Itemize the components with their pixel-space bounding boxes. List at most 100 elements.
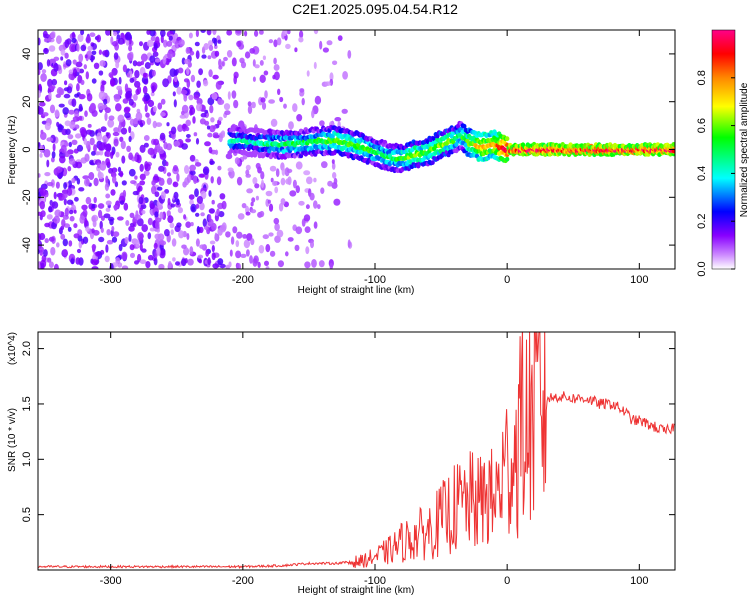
spectrogram-noise-cell (139, 163, 144, 172)
spectrogram-noise-cell (76, 83, 80, 92)
spectrogram-noise-cell (89, 32, 96, 37)
spectrogram-noise-cell (172, 257, 176, 262)
spectrogram-noise-cell (112, 175, 117, 184)
spectrogram-noise-cell (93, 62, 100, 69)
spectrogram-noise-cell (141, 210, 146, 215)
spectrogram-noise-cell (208, 214, 212, 223)
spectrogram-noise-cell (332, 172, 337, 179)
spectrogram-y-label: Frequency (Hz) (7, 116, 18, 185)
spectrogram-noise-cell (102, 50, 109, 56)
spectrogram-noise-cell (90, 54, 94, 63)
spectrogram-noise-cell (68, 69, 74, 74)
spectrogram-noise-cell (273, 39, 278, 48)
spectrogram-noise-cell (40, 210, 46, 218)
spectrogram-noise-cell (146, 117, 152, 125)
spectrogram-x-tick-label: -200 (232, 274, 254, 286)
spectrogram-noise-cell (236, 176, 243, 186)
spectrogram-noise-cell (71, 177, 76, 184)
spectrogram-noise-cell (139, 173, 146, 181)
spectrogram-noise-cell (196, 98, 203, 105)
spectrogram-noise-cell (216, 208, 220, 215)
spectrogram-noise-cell (173, 191, 179, 199)
spectrogram-noise-cell (100, 227, 104, 233)
spectrogram-noise-cell (294, 244, 300, 252)
spectrogram-noise-cell (84, 178, 90, 187)
spectrogram-noise-cell (123, 107, 130, 114)
spectrogram-noise-cell (144, 62, 151, 69)
spectrogram-noise-cell (147, 147, 155, 155)
spectrogram-noise-cell (186, 67, 190, 75)
spectrogram-noise-cell (278, 202, 284, 212)
spectrogram-noise-cell (234, 157, 240, 165)
spectrogram-noise-cell (167, 197, 171, 206)
spectrogram-noise-cell (111, 226, 115, 232)
spectrogram-noise-cell (196, 225, 200, 235)
spectrogram-noise-cell (64, 120, 71, 127)
spectrogram-noise-cell (337, 35, 343, 41)
spectrogram-noise-cell (304, 261, 311, 269)
spectrogram-noise-cell (118, 76, 122, 85)
spectrogram-noise-cell (47, 78, 53, 88)
snr-x-ticks: -300 -200 -100 0 100 (100, 332, 648, 587)
spectrogram-noise-cell (111, 236, 118, 243)
spectrogram-noise-cell (313, 177, 317, 183)
spectrogram-noise-cell (276, 37, 282, 46)
spectrogram-noise-cell (228, 261, 232, 268)
spectrogram-noise-cell (313, 221, 318, 229)
snr-x-label: Height of straight line (km) (298, 585, 415, 596)
spectrogram-noise-cell (235, 240, 240, 248)
spectrogram-noise-cell (195, 50, 200, 60)
spectrogram-noise-cell (44, 222, 51, 228)
spectrogram-noise-cell (184, 258, 188, 264)
spectrogram-noise-cell (95, 251, 101, 257)
spectrogram-noise-cell (126, 145, 131, 152)
spectrogram-noise-cell (137, 232, 144, 241)
spectrogram-ridge-cell (451, 139, 456, 145)
spectrogram-noise-cell (74, 196, 79, 202)
spectrogram-noise-cell (168, 261, 172, 269)
spectrogram-noise-cell (73, 233, 80, 239)
spectrogram-noise-cell (78, 187, 85, 192)
spectrogram-noise-cell (91, 203, 96, 209)
spectrogram-noise-cell (113, 204, 119, 210)
spectrogram-noise-cell (39, 249, 44, 256)
spectrogram-noise-cell (117, 166, 122, 173)
spectrogram-noise-cell (196, 80, 201, 88)
spectrogram-noise-cell (82, 209, 88, 218)
spectrogram-noise-cell (202, 218, 207, 228)
spectrogram-noise-cell (149, 227, 156, 232)
spectrogram-noise-cell (159, 152, 167, 160)
spectrogram-noise-cell (58, 88, 65, 96)
spectrogram-noise-cell (68, 158, 76, 165)
spectrogram-ridge-cell (462, 123, 467, 129)
spectrogram-noise-cell (264, 90, 268, 99)
spectrogram-noise-cell (78, 106, 83, 112)
spectrogram-noise-cell (115, 103, 122, 112)
spectrogram-noise-cell (46, 182, 54, 187)
spectrogram-noise-cell (40, 132, 47, 140)
spectrogram-noise-cell (166, 210, 171, 218)
spectrogram-noise-cell (329, 72, 334, 81)
spectrogram-noise-cell (129, 212, 135, 218)
spectrogram-noise-cell (201, 54, 207, 59)
spectrogram-noise-cell (231, 90, 237, 99)
spectrogram-noise-cell (124, 236, 129, 244)
spectrogram-noise-cell (127, 53, 134, 62)
spectrogram-noise-cell (192, 116, 196, 124)
spectrogram-noise-cell (159, 240, 167, 246)
spectrogram-x-tick-label: -300 (100, 274, 122, 286)
spectrogram-noise-cell (280, 177, 286, 186)
spectrogram-noise-cell (279, 96, 284, 103)
spectrogram-noise-cell (242, 234, 248, 239)
spectrogram-noise-cell (246, 249, 250, 257)
spectrogram-noise-cell (75, 133, 82, 139)
spectrogram-noise-cell (264, 260, 269, 266)
spectrogram-noise-cell (54, 209, 62, 217)
spectrogram-noise-cell (46, 59, 51, 67)
snr-x-tick-label: -300 (100, 575, 122, 587)
spectrogram-noise-cell (96, 34, 101, 43)
spectrogram-noise-cell (166, 177, 173, 185)
spectrogram-noise-cell (183, 94, 188, 102)
spectrogram-noise-cell (232, 226, 238, 234)
